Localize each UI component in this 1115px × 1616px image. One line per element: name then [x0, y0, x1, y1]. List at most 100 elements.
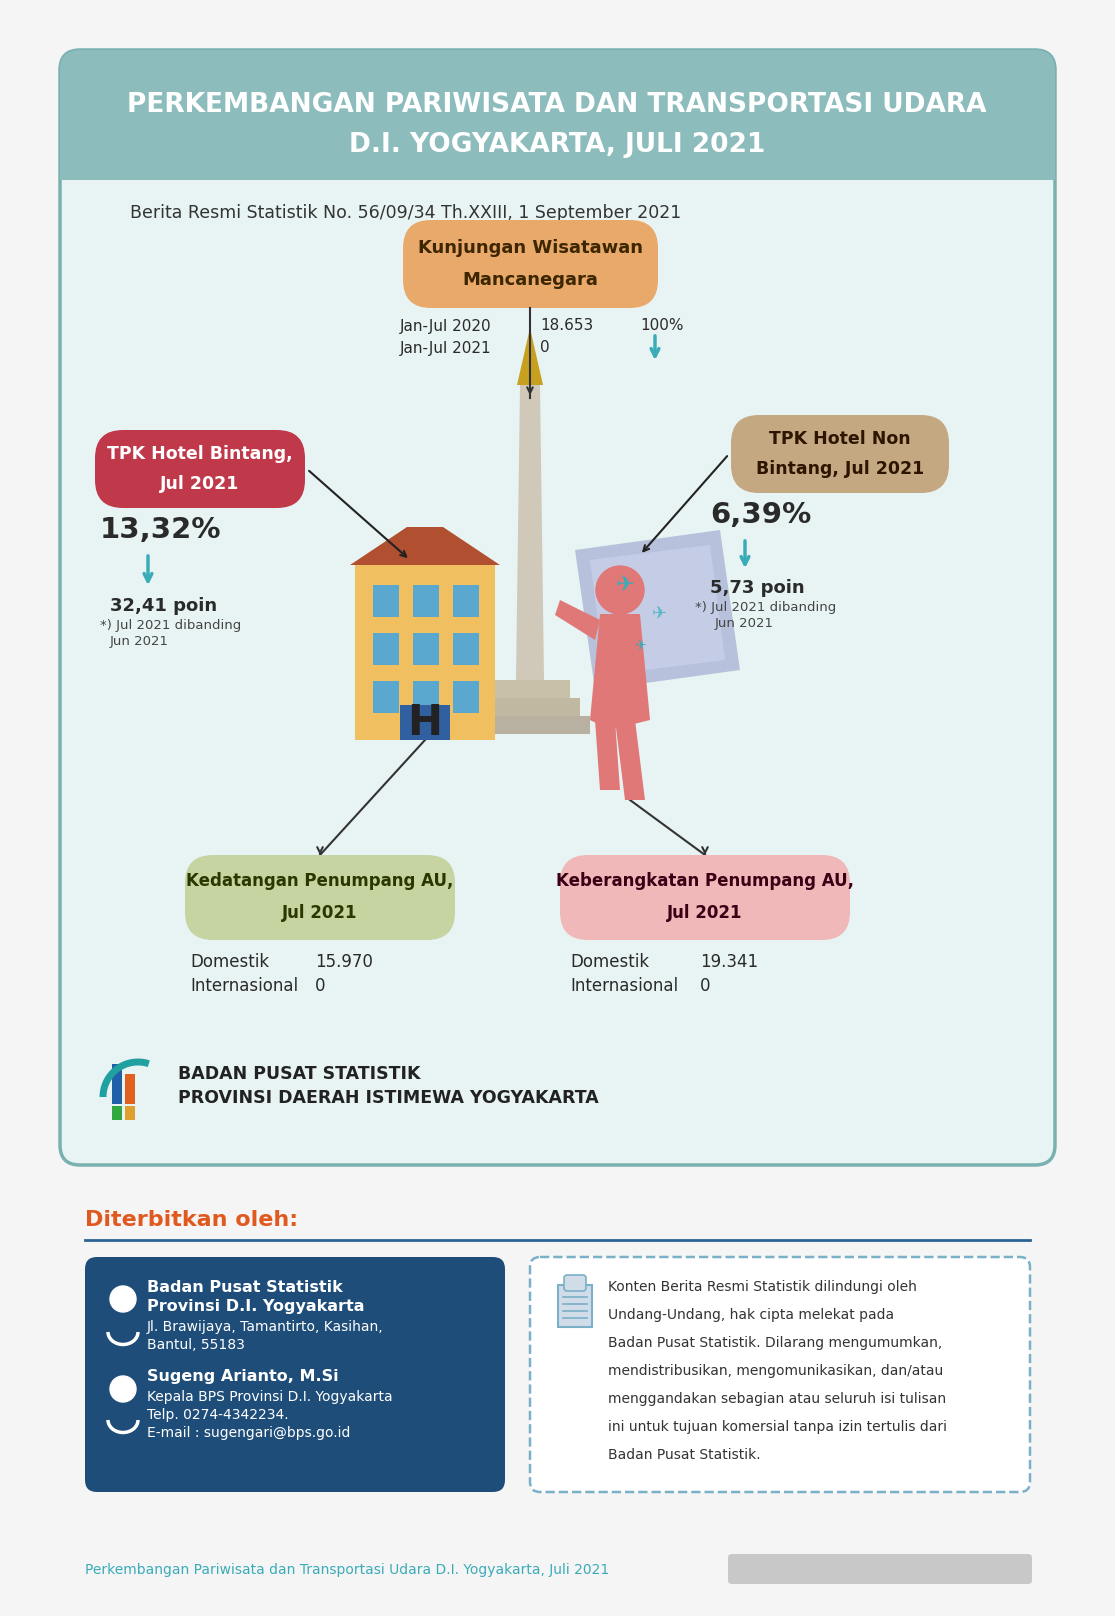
Text: Badan Pusat Statistik. Dilarang mengumumkan,: Badan Pusat Statistik. Dilarang mengumum…	[608, 1336, 942, 1349]
Text: Berita Resmi Statistik No. 56/09/34 Th.XXIII, 1 September 2021: Berita Resmi Statistik No. 56/09/34 Th.X…	[130, 204, 681, 221]
Text: Badan Pusat Statistik: Badan Pusat Statistik	[147, 1280, 342, 1294]
Text: 13,32%: 13,32%	[100, 516, 222, 545]
Text: Bantul, 55183: Bantul, 55183	[147, 1338, 245, 1353]
Text: Jan-Jul 2021: Jan-Jul 2021	[400, 341, 492, 356]
Text: PERKEMBANGAN PARIWISATA DAN TRANSPORTASI UDARA: PERKEMBANGAN PARIWISATA DAN TRANSPORTASI…	[127, 92, 987, 118]
Polygon shape	[555, 600, 600, 640]
Bar	[355, 566, 495, 740]
Bar	[112, 1105, 122, 1120]
Bar	[558, 1285, 592, 1327]
Text: *) Jul 2021 dibanding: *) Jul 2021 dibanding	[100, 619, 241, 632]
FancyBboxPatch shape	[60, 50, 1055, 1165]
Text: Domestik: Domestik	[190, 953, 269, 971]
Bar	[60, 150, 1055, 179]
Text: Kedatangan Penumpang AU,: Kedatangan Penumpang AU,	[186, 873, 454, 890]
Polygon shape	[350, 527, 500, 566]
Text: H: H	[407, 701, 443, 743]
Bar	[374, 585, 399, 617]
Text: 0: 0	[540, 341, 550, 356]
Text: Kunjungan Wisatawan: Kunjungan Wisatawan	[417, 239, 642, 257]
Text: 15.970: 15.970	[316, 953, 372, 971]
Text: 0: 0	[316, 978, 326, 995]
Bar	[374, 680, 399, 713]
Text: 100%: 100%	[640, 318, 683, 333]
Text: ✈: ✈	[634, 638, 646, 651]
Polygon shape	[590, 545, 725, 675]
Text: 32,41 poin: 32,41 poin	[110, 596, 217, 616]
Text: ✈: ✈	[615, 575, 634, 595]
Bar	[489, 680, 570, 698]
FancyBboxPatch shape	[60, 50, 1055, 179]
Text: Diterbitkan oleh:: Diterbitkan oleh:	[85, 1210, 298, 1230]
Text: ✈: ✈	[652, 606, 668, 624]
Bar	[125, 1105, 135, 1120]
Text: E-mail : sugengari@bps.go.id: E-mail : sugengari@bps.go.id	[147, 1425, 350, 1440]
Text: Jl. Brawijaya, Tamantirto, Kasihan,: Jl. Brawijaya, Tamantirto, Kasihan,	[147, 1320, 384, 1333]
Bar	[374, 633, 399, 666]
Bar	[413, 633, 439, 666]
Circle shape	[597, 566, 644, 614]
Bar	[112, 1063, 122, 1104]
FancyBboxPatch shape	[185, 855, 455, 941]
Text: menggandakan sebagian atau seluruh isi tulisan: menggandakan sebagian atau seluruh isi t…	[608, 1391, 947, 1406]
Polygon shape	[595, 721, 620, 790]
Text: Badan Pusat Statistik.: Badan Pusat Statistik.	[608, 1448, 760, 1462]
Text: 19.341: 19.341	[700, 953, 758, 971]
Text: Jun 2021: Jun 2021	[110, 635, 169, 648]
FancyBboxPatch shape	[564, 1275, 586, 1291]
Circle shape	[110, 1286, 136, 1312]
Bar	[400, 705, 450, 740]
Text: TPK Hotel Bintang,: TPK Hotel Bintang,	[107, 444, 293, 464]
Text: Keberangkatan Penumpang AU,: Keberangkatan Penumpang AU,	[556, 873, 854, 890]
Text: Jul 2021: Jul 2021	[282, 903, 358, 923]
Text: Bintang, Jul 2021: Bintang, Jul 2021	[756, 461, 924, 478]
FancyBboxPatch shape	[731, 415, 949, 493]
Text: TPK Hotel Non: TPK Hotel Non	[769, 430, 911, 448]
FancyBboxPatch shape	[85, 1257, 505, 1492]
Text: Konten Berita Resmi Statistik dilindungi oleh: Konten Berita Resmi Statistik dilindungi…	[608, 1280, 917, 1294]
Text: Jun 2021: Jun 2021	[715, 617, 774, 630]
Text: Jul 2021: Jul 2021	[667, 903, 743, 923]
FancyBboxPatch shape	[728, 1555, 1032, 1584]
Text: BADAN PUSAT STATISTIK: BADAN PUSAT STATISTIK	[178, 1065, 420, 1083]
Bar	[453, 680, 479, 713]
Polygon shape	[575, 530, 740, 690]
Text: Internasional: Internasional	[190, 978, 298, 995]
Bar	[413, 585, 439, 617]
Text: Domestik: Domestik	[570, 953, 649, 971]
Text: Kepala BPS Provinsi D.I. Yogyakarta: Kepala BPS Provinsi D.I. Yogyakarta	[147, 1390, 392, 1404]
Text: Perkembangan Pariwisata dan Transportasi Udara D.I. Yogyakarta, Juli 2021: Perkembangan Pariwisata dan Transportasi…	[85, 1563, 609, 1577]
Text: 0: 0	[700, 978, 710, 995]
Bar	[479, 698, 580, 716]
Polygon shape	[517, 328, 543, 385]
Text: Internasional: Internasional	[570, 978, 678, 995]
Text: Sugeng Arianto, M.Si: Sugeng Arianto, M.Si	[147, 1369, 339, 1385]
Text: Provinsi D.I. Yogyakarta: Provinsi D.I. Yogyakarta	[147, 1299, 365, 1314]
Bar	[125, 1075, 135, 1104]
Bar	[453, 633, 479, 666]
Circle shape	[110, 1375, 136, 1403]
Bar	[413, 680, 439, 713]
Text: mendistribusikan, mengomunikasikan, dan/atau: mendistribusikan, mengomunikasikan, dan/…	[608, 1364, 943, 1378]
Text: *) Jul 2021 dibanding: *) Jul 2021 dibanding	[695, 601, 836, 614]
Text: Jan-Jul 2020: Jan-Jul 2020	[400, 318, 492, 333]
FancyBboxPatch shape	[560, 855, 850, 941]
Polygon shape	[615, 721, 644, 800]
Text: PROVINSI DAERAH ISTIMEWA YOGYAKARTA: PROVINSI DAERAH ISTIMEWA YOGYAKARTA	[178, 1089, 599, 1107]
FancyBboxPatch shape	[403, 220, 658, 309]
Bar	[471, 716, 590, 734]
Text: D.I. YOGYAKARTA, JULI 2021: D.I. YOGYAKARTA, JULI 2021	[349, 133, 765, 158]
Polygon shape	[590, 614, 650, 730]
FancyBboxPatch shape	[530, 1257, 1030, 1492]
FancyBboxPatch shape	[95, 430, 306, 507]
Text: 5,73 poin: 5,73 poin	[710, 579, 805, 596]
Bar	[453, 585, 479, 617]
Text: Telp. 0274-4342234.: Telp. 0274-4342234.	[147, 1408, 289, 1422]
Text: 18.653: 18.653	[540, 318, 593, 333]
Text: ini untuk tujuan komersial tanpa izin tertulis dari: ini untuk tujuan komersial tanpa izin te…	[608, 1420, 947, 1433]
Text: Jul 2021: Jul 2021	[161, 475, 240, 493]
Text: 6,39%: 6,39%	[710, 501, 812, 528]
Text: Undang-Undang, hak cipta melekat pada: Undang-Undang, hak cipta melekat pada	[608, 1307, 894, 1322]
Text: Mancanegara: Mancanegara	[462, 271, 598, 289]
Polygon shape	[516, 385, 544, 680]
